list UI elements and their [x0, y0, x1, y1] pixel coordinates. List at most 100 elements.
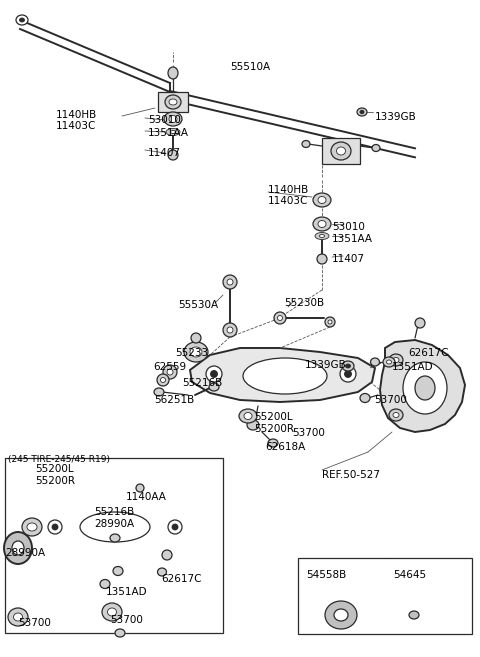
Ellipse shape: [318, 221, 326, 227]
Ellipse shape: [223, 323, 237, 337]
Text: 28990A: 28990A: [94, 519, 134, 529]
Polygon shape: [380, 340, 465, 432]
Ellipse shape: [389, 409, 403, 421]
Ellipse shape: [244, 413, 252, 420]
Ellipse shape: [415, 318, 425, 328]
Ellipse shape: [157, 568, 167, 576]
Text: 1140HB: 1140HB: [268, 185, 309, 195]
Ellipse shape: [184, 342, 208, 362]
Text: 54558B: 54558B: [306, 570, 346, 580]
Text: 55233: 55233: [175, 348, 208, 358]
Text: 53700: 53700: [292, 428, 325, 438]
Ellipse shape: [345, 371, 351, 378]
Ellipse shape: [4, 532, 32, 564]
Ellipse shape: [169, 99, 177, 105]
Ellipse shape: [136, 484, 144, 492]
Text: REF.50-527: REF.50-527: [322, 470, 380, 480]
Ellipse shape: [160, 378, 166, 382]
Ellipse shape: [403, 362, 447, 414]
Text: 53010: 53010: [148, 115, 181, 125]
Ellipse shape: [313, 193, 331, 207]
Text: 1339GB: 1339GB: [375, 112, 417, 122]
Ellipse shape: [172, 524, 178, 530]
Text: 1351AA: 1351AA: [332, 234, 373, 244]
Polygon shape: [30, 498, 190, 555]
Ellipse shape: [168, 150, 178, 160]
Text: 55216B: 55216B: [182, 378, 222, 388]
Ellipse shape: [274, 312, 286, 324]
Ellipse shape: [110, 534, 120, 542]
Text: 1339GB: 1339GB: [305, 360, 347, 370]
Ellipse shape: [371, 358, 380, 366]
Text: 1351AA: 1351AA: [148, 128, 189, 138]
Ellipse shape: [360, 110, 364, 114]
Ellipse shape: [227, 327, 233, 333]
Ellipse shape: [383, 357, 395, 367]
Text: (245 TIRE-245/45 R19): (245 TIRE-245/45 R19): [8, 455, 110, 464]
Ellipse shape: [227, 279, 233, 285]
Ellipse shape: [100, 579, 110, 589]
Ellipse shape: [325, 317, 335, 327]
Text: 11407: 11407: [332, 254, 365, 264]
Ellipse shape: [386, 360, 392, 364]
Ellipse shape: [239, 409, 257, 423]
Text: 11403C: 11403C: [268, 196, 308, 206]
Text: 55200L: 55200L: [35, 464, 73, 474]
Ellipse shape: [102, 603, 122, 621]
Text: 11407: 11407: [148, 148, 181, 158]
Text: 1351AD: 1351AD: [392, 362, 433, 372]
Bar: [322, 138, 360, 164]
Ellipse shape: [334, 609, 348, 621]
Ellipse shape: [313, 217, 331, 231]
Text: 55530A: 55530A: [178, 300, 218, 310]
Ellipse shape: [80, 512, 150, 542]
Ellipse shape: [268, 439, 278, 447]
Text: 1140AA: 1140AA: [126, 492, 167, 502]
Ellipse shape: [167, 369, 173, 375]
Ellipse shape: [340, 366, 356, 382]
Ellipse shape: [164, 112, 182, 126]
Ellipse shape: [331, 142, 351, 160]
Ellipse shape: [12, 541, 24, 555]
Ellipse shape: [52, 524, 58, 530]
Text: 55230B: 55230B: [284, 298, 324, 308]
Ellipse shape: [223, 275, 237, 289]
Ellipse shape: [318, 196, 326, 204]
Ellipse shape: [169, 116, 177, 122]
Ellipse shape: [209, 383, 219, 391]
Text: 11403C: 11403C: [56, 121, 96, 131]
Ellipse shape: [393, 413, 399, 417]
Text: 62617C: 62617C: [408, 348, 448, 358]
Ellipse shape: [163, 365, 177, 379]
Bar: [5, 458, 223, 633]
Ellipse shape: [243, 358, 327, 394]
Ellipse shape: [320, 235, 324, 237]
Ellipse shape: [168, 520, 182, 534]
Ellipse shape: [372, 145, 380, 152]
Ellipse shape: [302, 141, 310, 148]
Text: 53010: 53010: [332, 222, 365, 232]
Text: 55200R: 55200R: [35, 476, 75, 486]
Ellipse shape: [357, 108, 367, 116]
Ellipse shape: [22, 518, 42, 536]
Text: 62618A: 62618A: [265, 442, 305, 452]
Text: 1351AD: 1351AD: [106, 587, 148, 597]
Ellipse shape: [328, 320, 332, 324]
Ellipse shape: [168, 67, 178, 79]
Ellipse shape: [13, 613, 23, 621]
Text: 56251B: 56251B: [154, 395, 194, 405]
Ellipse shape: [170, 131, 176, 133]
Text: 53700: 53700: [110, 615, 143, 625]
Ellipse shape: [162, 550, 172, 560]
Ellipse shape: [166, 129, 180, 135]
Ellipse shape: [108, 608, 117, 616]
Ellipse shape: [336, 147, 346, 155]
Ellipse shape: [346, 364, 350, 368]
Ellipse shape: [115, 629, 125, 637]
Ellipse shape: [317, 254, 327, 264]
Ellipse shape: [16, 15, 28, 25]
Ellipse shape: [157, 374, 169, 386]
Ellipse shape: [154, 388, 164, 396]
Text: 1140HB: 1140HB: [56, 110, 97, 120]
Ellipse shape: [247, 420, 259, 430]
